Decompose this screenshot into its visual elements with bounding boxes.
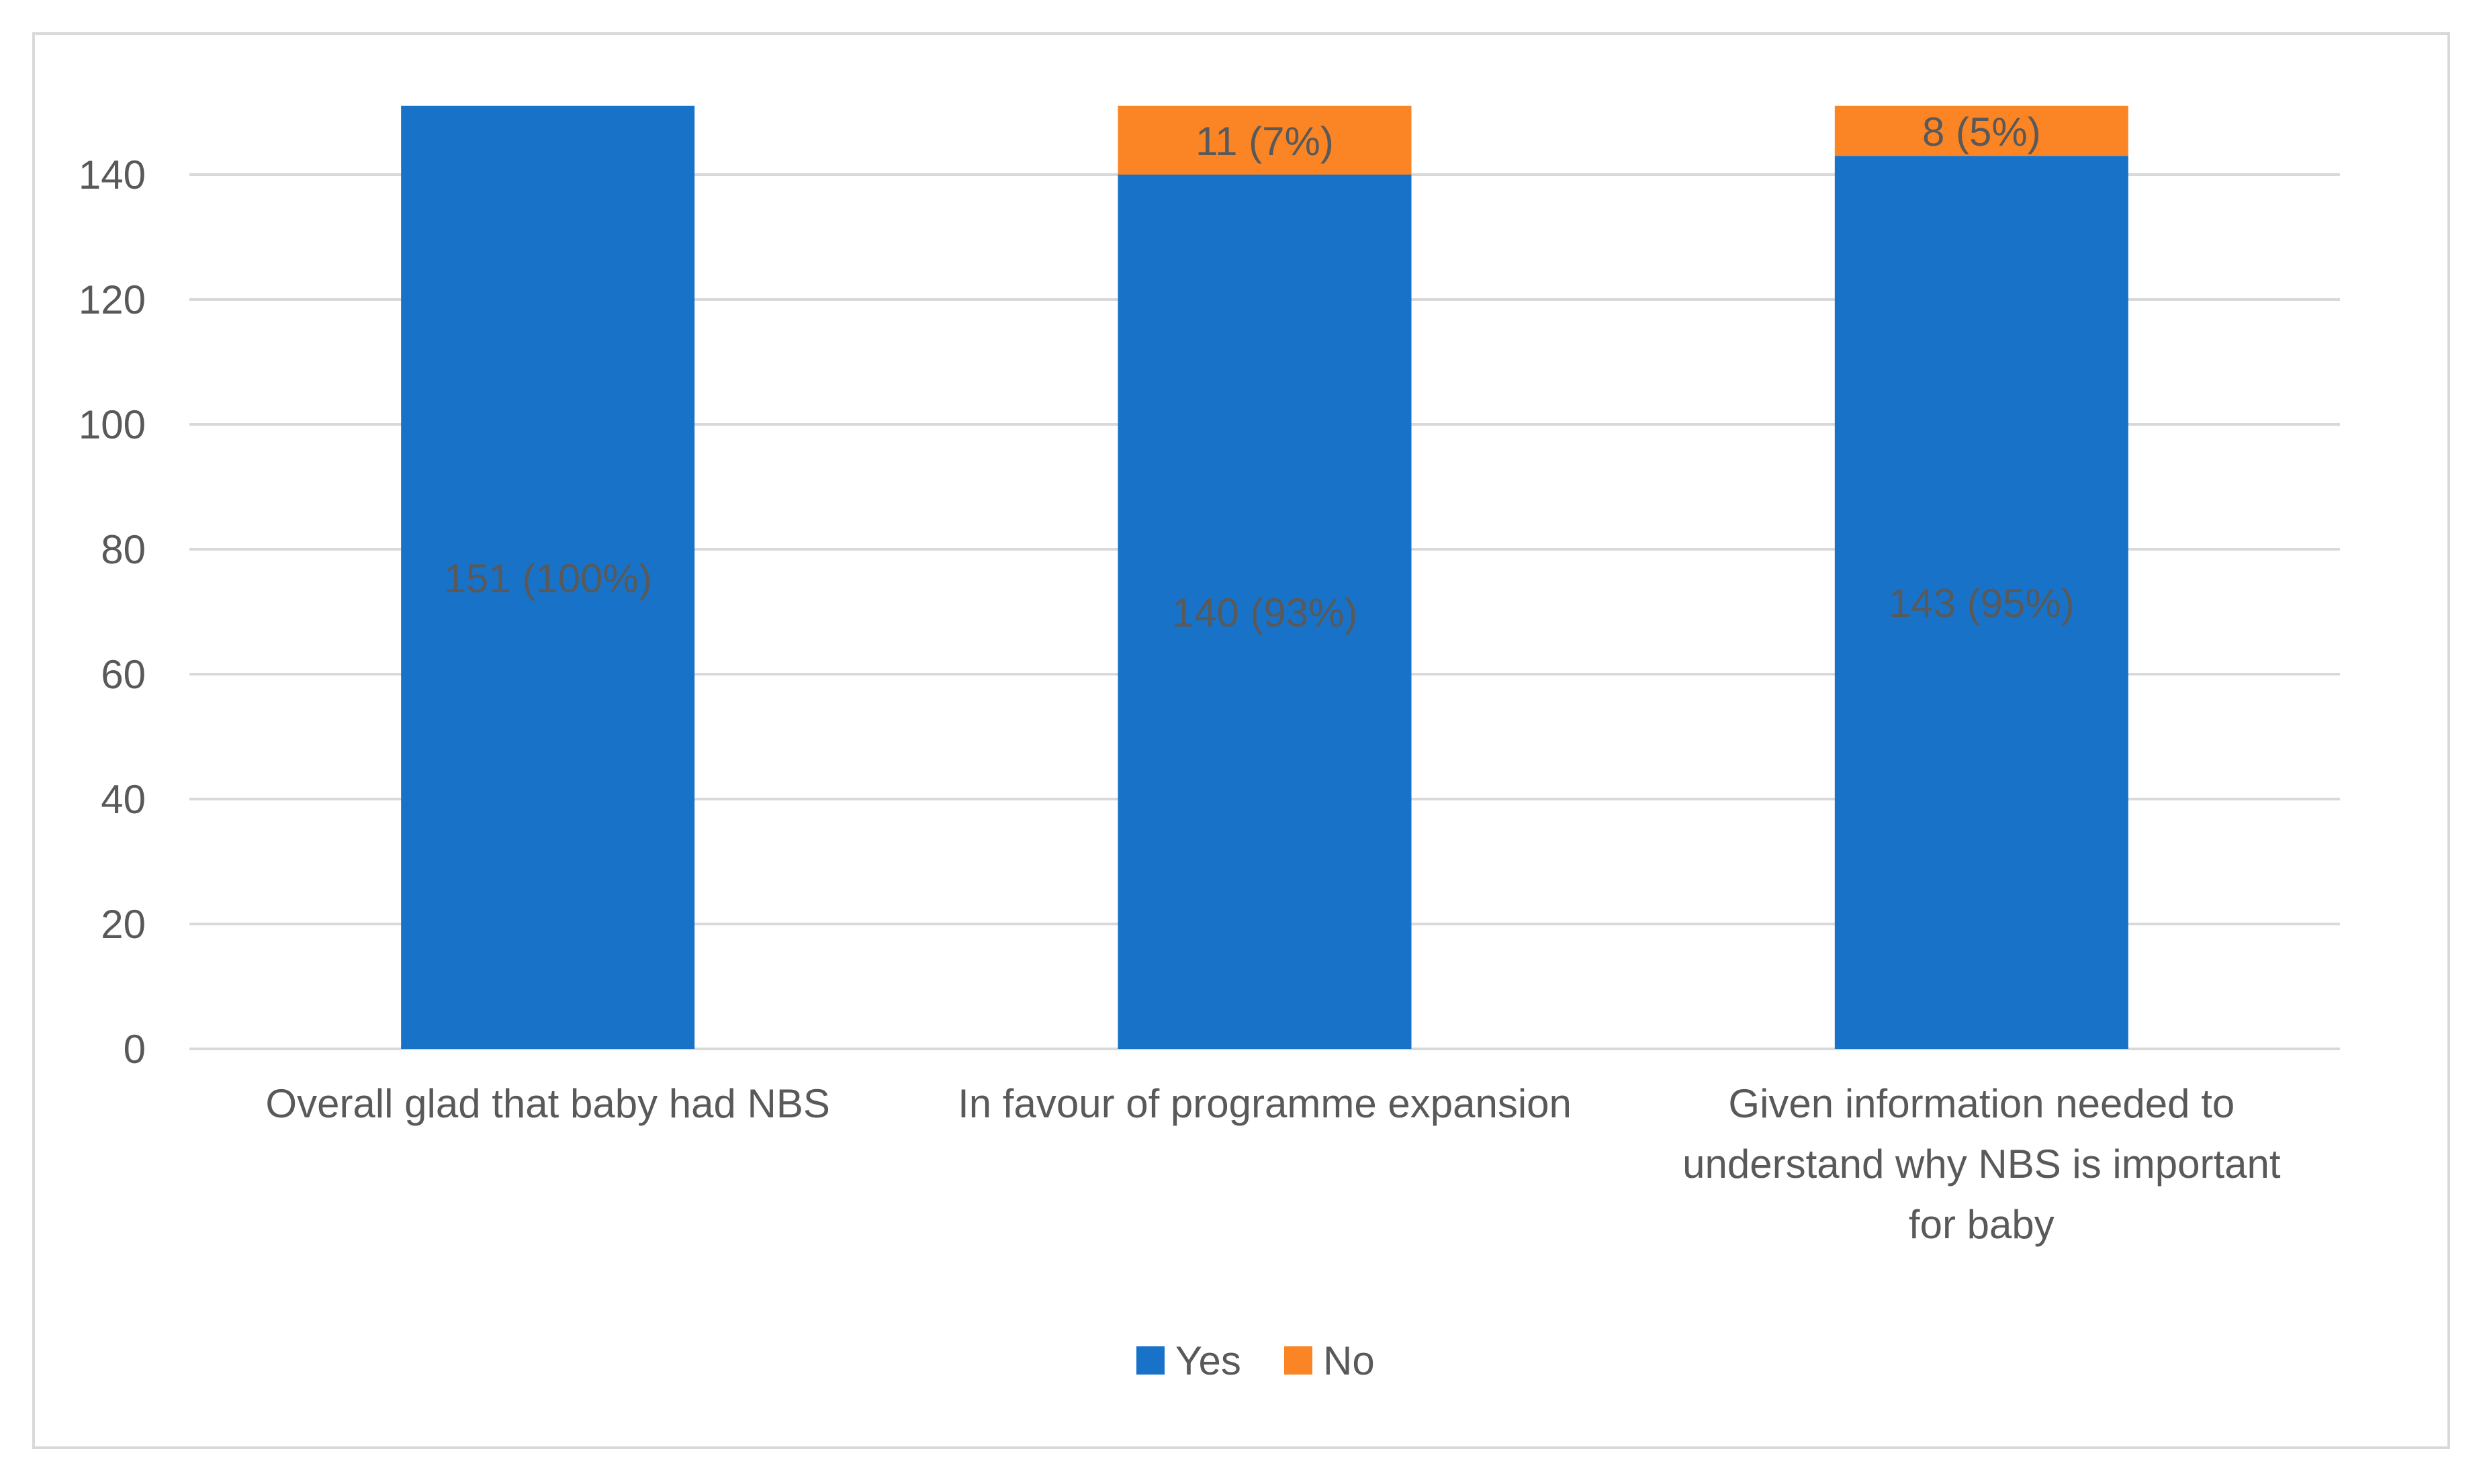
- data-label-no-2: 8 (5%): [1922, 109, 2041, 154]
- data-label-yes-1: 140 (93%): [1172, 590, 1358, 635]
- bar-no-2: [1834, 105, 2128, 156]
- bar-yes-2: [1834, 156, 2128, 1050]
- data-label-yes-0: 151 (100%): [444, 556, 652, 601]
- category-label: In favour of programme expansion: [958, 1081, 1572, 1126]
- legend-swatch-no: [1284, 1346, 1312, 1375]
- bar-yes-0: [401, 105, 695, 1050]
- category-label: for baby: [1909, 1202, 2055, 1247]
- data-label-no-1: 11 (7%): [1195, 119, 1334, 164]
- legend-label-no: No: [1323, 1338, 1375, 1383]
- category-label: Overall glad that baby had NBS: [265, 1081, 830, 1126]
- data-label-yes-2: 143 (95%): [1889, 581, 2075, 626]
- y-tick-label: 120: [79, 277, 146, 322]
- stacked-bar-chart: 0 20 40 60 80 100 120 140 151 (100%) Overall glad…: [79, 105, 2340, 1383]
- bar-no-1: [1118, 105, 1412, 175]
- y-tick-label: 40: [101, 777, 146, 822]
- chart-frame: 0 20 40 60 80 100 120 140 151 (100%) Overall glad…: [32, 32, 2450, 1449]
- y-tick-label: 0: [124, 1027, 146, 1072]
- y-tick-label: 60: [101, 652, 146, 697]
- category-label: Given information needed to: [1728, 1081, 2234, 1126]
- bar-yes-1: [1118, 175, 1412, 1049]
- y-tick-label: 20: [101, 902, 146, 947]
- legend-label-yes: Yes: [1175, 1338, 1241, 1383]
- legend-swatch-yes: [1136, 1346, 1165, 1375]
- y-tick-label: 80: [101, 527, 146, 572]
- y-tick-label: 140: [79, 152, 146, 197]
- y-tick-label: 100: [79, 402, 146, 447]
- category-label: understand why NBS is important: [1682, 1142, 2281, 1187]
